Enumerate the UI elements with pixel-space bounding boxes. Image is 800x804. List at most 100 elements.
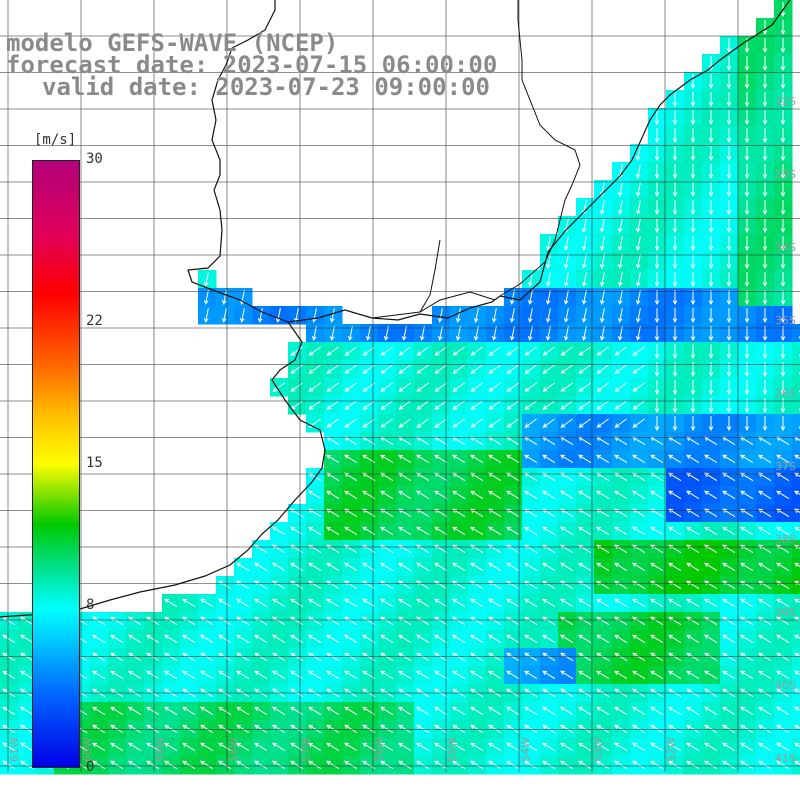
wind-arrow [614, 634, 628, 644]
wind-arrow [758, 544, 772, 554]
wind-arrow [776, 670, 790, 680]
wind-arrow [488, 670, 502, 680]
wind-arrow [596, 418, 609, 428]
wind-arrow [726, 128, 732, 144]
wind-arrow [272, 742, 286, 752]
wind-arrow [326, 652, 340, 662]
wind-arrow [704, 670, 718, 680]
wind-arrow [506, 742, 520, 752]
wind-arrow [344, 454, 358, 464]
wind-arrow [722, 544, 736, 554]
wind-arrow [455, 308, 461, 323]
wind-arrow [614, 544, 628, 554]
wind-arrow [290, 382, 303, 392]
wind-arrow [668, 598, 682, 608]
wind-arrow [708, 128, 714, 144]
wind-speed-cell [792, 432, 800, 451]
wind-arrow [762, 38, 768, 54]
wind-arrow [744, 416, 750, 432]
wind-arrow [326, 472, 340, 482]
wind-arrow [722, 652, 736, 662]
wind-speed-cell [792, 702, 800, 721]
wind-arrow [708, 254, 714, 270]
wind-arrow [272, 526, 286, 536]
wind-arrow [290, 670, 304, 680]
wind-arrow [542, 742, 556, 752]
wind-arrow [326, 724, 340, 734]
wind-arrow [686, 526, 700, 536]
wind-arrow [780, 110, 786, 126]
wind-arrow [542, 724, 556, 734]
wind-arrow [686, 742, 700, 752]
wind-arrow [542, 364, 555, 374]
wind-arrow [794, 706, 800, 712]
wind-arrow [762, 380, 768, 396]
wind-arrow [744, 254, 750, 270]
wind-arrow [578, 706, 592, 716]
wind-arrow [578, 490, 592, 500]
wind-arrow [398, 364, 411, 374]
wind-arrow [470, 454, 484, 464]
wind-arrow [203, 290, 209, 305]
wind-arrow [794, 526, 800, 532]
wind-arrow [488, 652, 502, 662]
wind-arrow [654, 110, 660, 126]
wind-arrow [416, 472, 430, 482]
wind-arrow [524, 364, 537, 374]
wind-arrow [744, 398, 750, 414]
wind-arrow [704, 454, 718, 464]
wind-arrow [545, 308, 551, 323]
wind-arrow [329, 308, 335, 323]
wind-arrow [596, 760, 610, 770]
wind-arrow [563, 254, 569, 269]
wind-arrow [488, 598, 502, 608]
wind-arrow [776, 724, 790, 734]
wind-arrow [654, 398, 660, 414]
wind-arrow [218, 742, 232, 752]
wind-arrow [635, 218, 641, 233]
wind-arrow [506, 598, 520, 608]
wind-arrow [672, 344, 678, 360]
wind-arrow [506, 382, 519, 392]
wind-arrow [686, 472, 700, 482]
wind-arrow [452, 382, 465, 392]
wind-arrow [708, 272, 714, 288]
wind-arrow [708, 218, 714, 234]
wind-arrow [272, 670, 286, 680]
wind-arrow [744, 110, 750, 126]
wind-arrow [272, 562, 286, 572]
wind-arrow [776, 454, 790, 464]
wind-arrow [668, 670, 682, 680]
wind-arrow [545, 290, 551, 305]
wind-arrow [740, 544, 754, 554]
wind-arrow [92, 724, 106, 734]
wind-arrow [672, 146, 678, 162]
wind-arrow [776, 472, 790, 482]
wind-arrow [239, 308, 245, 323]
wind-arrow [726, 164, 732, 180]
wind-arrow [704, 634, 718, 644]
wind-arrow [758, 724, 772, 734]
wind-arrow [704, 526, 718, 536]
wind-arrow [614, 670, 628, 680]
wind-arrow [128, 724, 142, 734]
wind-arrow [92, 652, 106, 662]
wind-arrow [506, 652, 520, 662]
latitude-label: 38S [775, 533, 796, 546]
wind-arrow [344, 706, 358, 716]
wind-arrow [632, 400, 645, 410]
wind-arrow [308, 526, 322, 536]
wind-arrow [2, 724, 16, 734]
wind-arrow [20, 724, 34, 734]
wind-arrow [708, 290, 714, 306]
wind-arrow [434, 598, 448, 608]
wind-arrow [578, 634, 592, 644]
wind-arrow [434, 670, 448, 680]
wind-speed-cell [792, 360, 800, 379]
wind-arrow [272, 652, 286, 662]
wind-arrow [758, 760, 772, 770]
wind-arrow [308, 760, 322, 770]
coastline [0, 0, 326, 618]
wind-arrow [617, 272, 623, 287]
